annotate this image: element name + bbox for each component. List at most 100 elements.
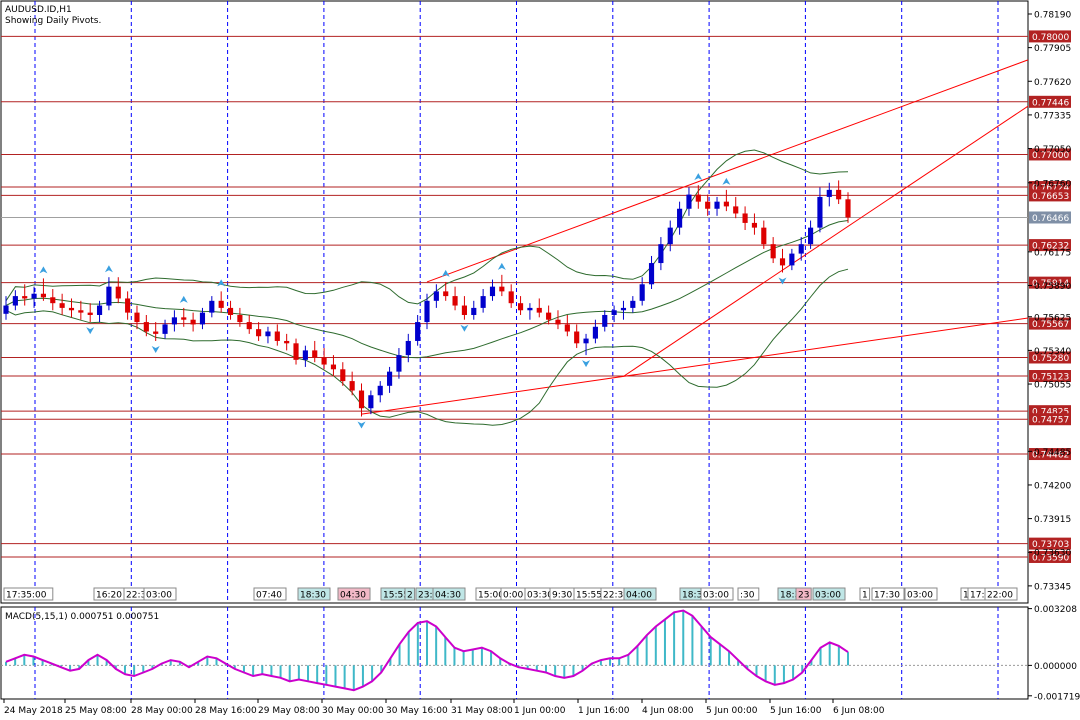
macd-bar [233,665,236,669]
macd-bar [490,651,493,666]
candle-body [527,307,533,311]
pivot-price-tag [1029,413,1071,426]
macd-bar [297,665,300,680]
candle-body [218,300,224,308]
price-tick-label: 0.73915 [1034,515,1071,525]
candle-body [808,227,814,245]
candle-body [59,303,65,308]
candle-body [602,314,608,327]
candle-body [845,199,851,218]
macd-bar [599,660,602,666]
macd-bar [746,665,749,669]
macd-bar [426,621,428,666]
session-label-text: 15:55 [576,591,602,601]
candle-body [517,303,524,311]
macd-bar [663,619,666,666]
candle-body [686,194,692,209]
macd-bar [14,658,17,666]
macd-bar [544,665,547,673]
price-tick-label: 0.77905 [1034,44,1071,54]
candle-body [630,300,636,308]
candle-body [321,357,327,365]
fractal-down-arrow [460,324,469,332]
macd-bar [178,661,181,666]
session-label-text: 22:00 [987,591,1013,601]
candle-body [564,324,570,332]
macd-bar [645,635,648,666]
macd-bar [5,661,7,666]
session-label-box [143,587,177,601]
candle-body [705,201,711,209]
candle-body [836,189,842,200]
candle-body [798,244,804,254]
macd-bar [572,665,575,676]
macd-bar [87,660,90,666]
candle-body [714,201,720,209]
candle-body [96,305,103,315]
macd-bar [352,665,355,691]
price-pane-frame [0,0,1029,604]
macd-tick-label: 0.000000 [1034,662,1077,672]
candle-body [499,286,505,292]
candle-body [330,364,337,370]
candle-body [134,312,140,323]
session-label-text: 0:00 [503,591,523,601]
time-tick-label: 31 May 08:00 [451,706,513,716]
macd-bar [270,665,273,676]
price-tick-label: 0.73630 [1034,549,1071,559]
trend-line-upper [426,59,1029,283]
fractal-up-arrow [39,266,48,274]
trend-line-lower [361,317,1029,415]
candle-body [22,296,28,299]
macd-pane[interactable]: 0.003208 0.000000 -0.001719 MACD(5,15,1) 0… [0,605,1080,702]
candle-body [274,331,280,341]
candle-body [12,296,18,306]
chart-title: AUDUSD.ID,H1 [5,5,72,15]
candle-body [349,381,355,391]
fractal-up-arrow [217,279,226,287]
candle-body [162,324,168,334]
macd-bar [169,660,172,666]
candle-body [293,343,299,360]
macd-bar [279,665,282,678]
macd-signal-line [5,609,849,692]
candle-body [415,322,421,341]
session-label-text: 1 [963,591,969,601]
macd-bar [792,665,795,680]
macd-bar [32,656,35,666]
macd-bar [142,665,145,673]
candle-body [340,369,346,382]
macd-bar [398,644,401,666]
macd-tick-label: 0.003208 [1034,605,1077,615]
pivot-price-label: 0.76653 [1032,192,1069,202]
price-tick-label: 0.74200 [1034,481,1071,491]
session-label-box [3,587,54,601]
chart-subtitle: Showing Daily Pivots. [5,16,101,26]
candle-body [227,307,234,315]
candle-body [555,319,561,325]
candle-body [658,244,664,264]
pivot-price-tag [1029,317,1071,330]
macd-bar [435,626,438,666]
time-axis: 24 May 2018 25 May 08:00 28 May 00:00 28 Ma… [3,699,885,716]
macd-pane-frame [0,606,1029,700]
candle-body [433,291,439,301]
pivot-price-label: 0.74757 [1032,416,1069,426]
macd-bar [828,642,831,666]
macd-bar [123,665,126,675]
price-tick-label: 0.73345 [1034,582,1071,592]
candle-body [312,350,318,358]
candle-body [40,293,46,298]
macd-bar [554,665,557,676]
session-label-box [871,587,905,601]
macd-bar [325,665,328,685]
session-label-text: :30 [740,591,755,601]
fractal-up-arrow [441,269,450,277]
pivot-price-label: 0.77446 [1032,98,1069,108]
pivot-price-label: 0.76724 [1032,184,1069,194]
macd-bar [151,665,154,669]
time-tick-label: 24 May 2018 [4,706,63,716]
macd-bar [380,665,383,673]
